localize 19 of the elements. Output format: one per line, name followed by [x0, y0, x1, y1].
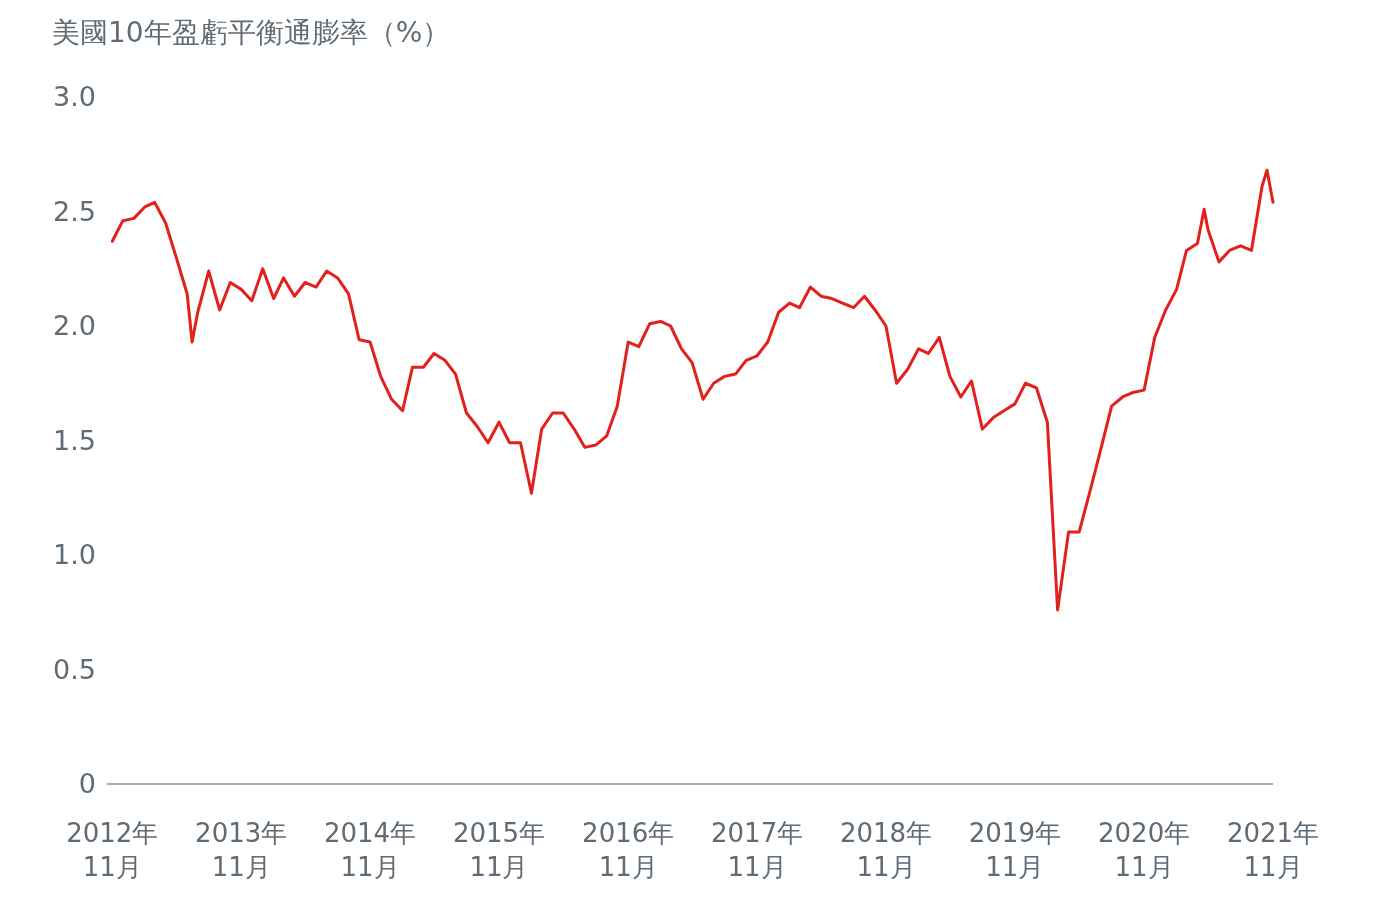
chart-title: 美國10年盈虧平衡通膨率（%）	[52, 16, 451, 49]
x-tick-label: 2021年 11月	[1226, 818, 1320, 882]
x-tick-label: 2013年 11月	[195, 818, 288, 882]
x-tick-label: 2018年 11月	[839, 818, 933, 882]
x-tick-label: 2020年 11月	[1098, 818, 1191, 882]
line-series	[110, 168, 1275, 612]
y-tick-label: 2.0	[53, 310, 96, 341]
y-tick-label: 0	[78, 768, 96, 799]
x-tick-label: 2016年 11月	[582, 818, 675, 882]
y-tick-label: 2.5	[53, 195, 96, 227]
x-tick-label: 2012年 11月	[66, 818, 159, 882]
x-tick-label: 2019年 11月	[968, 818, 1061, 882]
y-tick-label: 3.0	[53, 81, 96, 112]
x-tick-label: 2014年 11月	[323, 818, 417, 882]
y-tick-label: 1.5	[53, 424, 96, 456]
y-tick-label: 0.5	[53, 653, 96, 685]
x-tick-label: 2015年 11月	[452, 818, 546, 882]
x-tick-label: 2017年 11月	[711, 818, 804, 882]
y-tick-label: 1.0	[53, 539, 96, 570]
